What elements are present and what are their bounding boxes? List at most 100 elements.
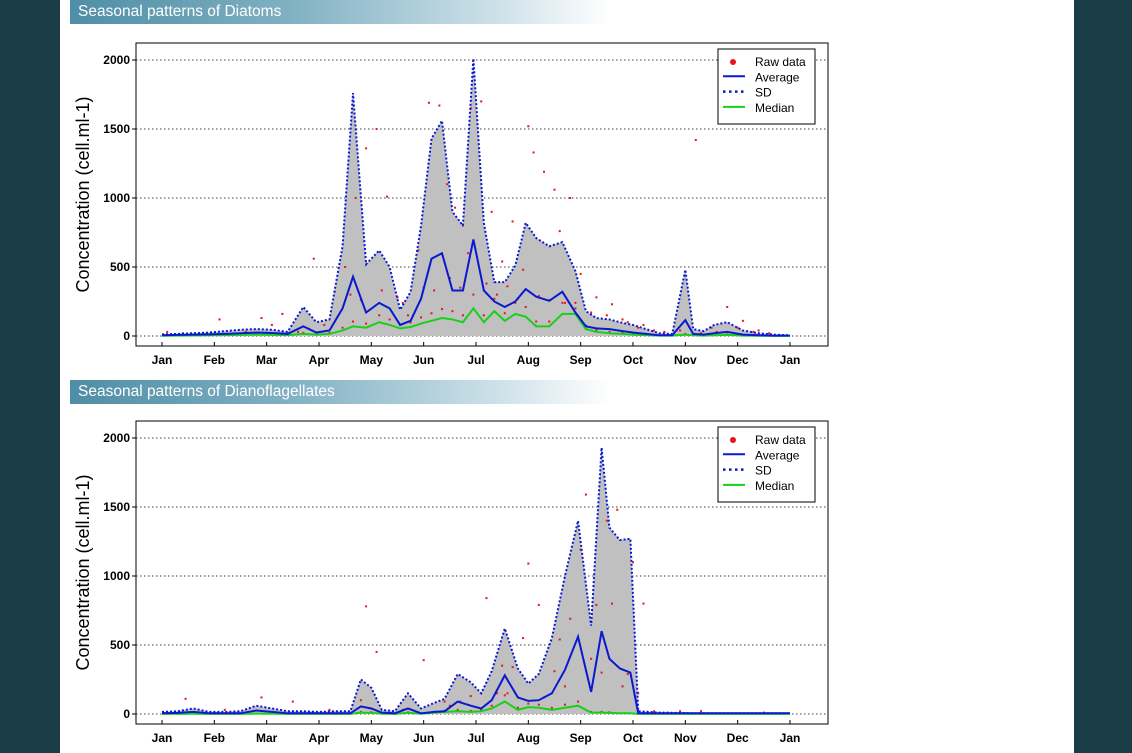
- raw-data-point: [605, 519, 608, 522]
- raw-data-point: [430, 312, 433, 315]
- raw-data-point: [595, 296, 598, 299]
- x-tick-label: Apr: [309, 731, 330, 745]
- raw-data-point: [461, 224, 464, 227]
- x-tick-label: Aug: [517, 353, 540, 367]
- raw-data-point: [328, 708, 331, 711]
- raw-data-point: [563, 301, 566, 304]
- raw-data-point: [621, 318, 624, 321]
- raw-data-point: [616, 508, 619, 511]
- raw-data-point: [548, 320, 551, 323]
- raw-data-point: [563, 685, 566, 688]
- x-tick-label: Dec: [727, 353, 749, 367]
- raw-data-point: [537, 703, 540, 706]
- raw-data-point: [349, 293, 352, 296]
- raw-data-point: [490, 210, 493, 213]
- raw-data-point: [569, 197, 572, 199]
- raw-data-point: [679, 329, 682, 332]
- plot-area: [135, 420, 829, 725]
- raw-data-point: [433, 289, 436, 292]
- raw-data-point: [590, 657, 593, 660]
- x-tick-label: Jun: [413, 731, 434, 745]
- raw-data-point: [448, 704, 451, 707]
- x-tick-label: Sep: [570, 353, 592, 367]
- raw-data-point: [291, 700, 294, 703]
- raw-data-point: [480, 708, 483, 711]
- raw-data-point: [621, 685, 624, 688]
- median-line: [161, 306, 790, 337]
- y-tick-label: 2000: [103, 53, 130, 67]
- raw-data-point: [260, 696, 263, 699]
- raw-data-point: [553, 670, 556, 673]
- raw-data-point: [328, 331, 331, 334]
- raw-data-point: [741, 319, 744, 322]
- raw-data-point: [380, 289, 383, 292]
- raw-data-point: [244, 330, 247, 333]
- raw-data-point: [611, 602, 614, 605]
- raw-data-point: [446, 183, 449, 186]
- raw-data-point: [590, 311, 593, 314]
- raw-data-point: [472, 293, 475, 296]
- raw-data-point: [532, 151, 535, 154]
- raw-data-point: [506, 692, 509, 695]
- raw-data-point: [459, 286, 462, 289]
- y-tick-label: 0: [123, 329, 130, 343]
- raw-data-point: [409, 321, 412, 324]
- x-tick-label: Mar: [256, 353, 278, 367]
- raw-data-point: [563, 703, 566, 706]
- raw-data-point: [461, 314, 464, 317]
- x-tick-label: Jun: [413, 353, 434, 367]
- raw-data-point: [579, 272, 582, 275]
- raw-data-point: [524, 306, 527, 309]
- raw-data-point: [375, 650, 378, 653]
- legend-label: Median: [755, 101, 794, 115]
- raw-data-point: [223, 708, 226, 711]
- raw-data-point: [297, 330, 300, 333]
- raw-data-point: [574, 307, 577, 310]
- raw-data-point: [469, 709, 472, 712]
- x-tick-label: Oct: [623, 731, 643, 745]
- raw-data-point: [375, 128, 378, 130]
- page-content: Seasonal patterns of Diatoms 0 500 1000 150…: [60, 0, 1074, 753]
- raw-data-point: [663, 330, 666, 333]
- x-tick-label: Jan: [152, 353, 173, 367]
- raw-data-point: [490, 704, 493, 707]
- legend-label: Average: [755, 70, 800, 84]
- sd-band: [162, 58, 790, 337]
- sd-line: [161, 58, 791, 337]
- raw-data-point: [626, 672, 629, 675]
- legend-label: SD: [755, 464, 772, 478]
- raw-data-point: [652, 710, 655, 713]
- raw-data-point: [184, 697, 187, 700]
- raw-data-point: [553, 188, 556, 191]
- raw-data-point: [388, 318, 391, 321]
- raw-data-point: [642, 323, 645, 326]
- sd-band: [162, 447, 790, 714]
- raw-data-point: [516, 706, 519, 709]
- raw-data-point: [438, 104, 441, 107]
- raw-data-point: [503, 312, 506, 315]
- raw-data-point: [577, 700, 580, 703]
- raw-data-point: [420, 316, 423, 319]
- x-tick-label: Jan: [780, 353, 801, 367]
- x-tick-label: Apr: [309, 353, 330, 367]
- raw-data-point: [365, 605, 368, 608]
- raw-data-point: [700, 332, 703, 335]
- legend-raw-marker: [730, 437, 736, 443]
- raw-data-point: [710, 326, 713, 329]
- raw-data-point: [501, 260, 504, 263]
- x-tick-label: Feb: [204, 353, 225, 367]
- raw-data-point: [632, 561, 634, 564]
- raw-data-point: [341, 326, 344, 329]
- raw-data-point: [511, 220, 514, 223]
- raw-data-point: [652, 329, 655, 332]
- raw-data-point: [527, 125, 530, 128]
- legend-label: Median: [755, 479, 794, 493]
- raw-data-point: [270, 323, 273, 326]
- raw-data-point: [323, 323, 326, 326]
- raw-data-point: [595, 328, 598, 331]
- raw-data-point: [543, 170, 546, 173]
- raw-data-point: [378, 314, 381, 317]
- raw-data-point: [537, 294, 540, 297]
- raw-data-point: [480, 100, 483, 103]
- diatoms-chart: 0 500 1000 1500 2000 Jan Feb Mar Apr May Jun Jul Aug…: [73, 42, 829, 367]
